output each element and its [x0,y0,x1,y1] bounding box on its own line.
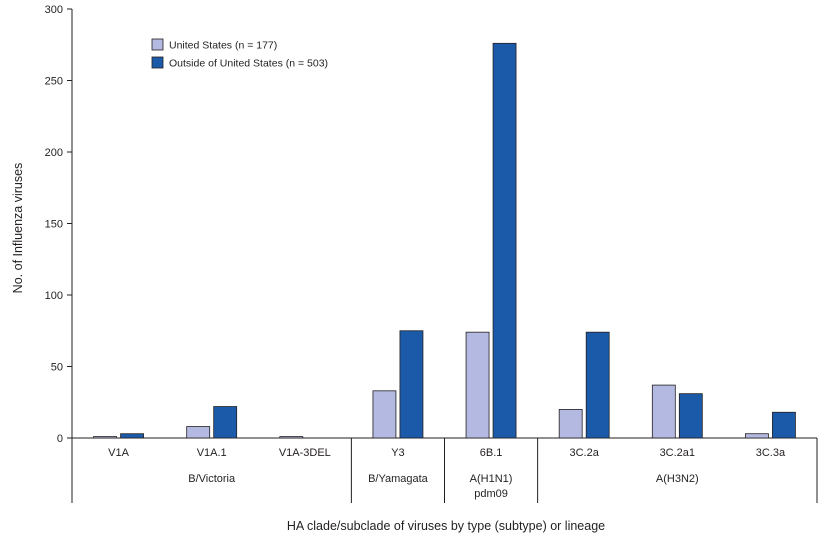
bar [120,433,144,439]
bar [186,426,211,439]
legend-swatch [151,56,164,69]
bar [558,408,583,439]
bar [372,390,397,439]
y-tick-label: 250 [45,76,63,88]
category-label: V1A.1 [197,447,227,459]
y-tick-label: 200 [45,147,63,159]
group-label: B/Yamagata [368,473,429,485]
category-label: 3C.2a1 [660,447,695,459]
group-label: B/Victoria [188,473,236,485]
bar [465,331,490,439]
y-tick-label: 100 [45,290,63,302]
plot-area: 0 50 100 150 200 250 300 V1A V1A.1 V1A-3DEL Y3 6B.1… [45,4,818,503]
bar [678,393,703,439]
x-axis-title: HA clade/subclade of viruses by type (su… [287,519,605,533]
category-label: 3C.3a [756,447,786,459]
bar [492,42,517,439]
category-label: V1A [108,447,129,459]
y-tick-label: 0 [57,433,63,445]
bar [651,384,676,439]
bar [772,411,796,439]
category-label: 3C.2a [570,447,600,459]
y-tick-label: 50 [51,362,63,374]
bar [745,433,769,439]
bar [93,436,117,439]
legend-label: Outside of United States (n = 503) [169,58,328,70]
y-tick-label: 150 [45,219,63,231]
category-label: 6B.1 [480,447,503,459]
bar [213,406,238,439]
y-tick-label: 300 [45,4,63,16]
group-label: A(H3N2) [656,473,699,485]
bar [399,330,424,439]
group-label-line2: pdm09 [474,488,508,500]
category-label: V1A-3DEL [279,447,331,459]
group-label: A(H1N1) [470,473,513,485]
category-label: Y3 [391,447,404,459]
legend-label: United States (n = 177) [169,40,277,52]
bar [279,436,304,439]
legend-swatch [151,38,164,51]
y-axis-title: No. of Influenza viruses [11,163,25,294]
bar [585,331,610,439]
